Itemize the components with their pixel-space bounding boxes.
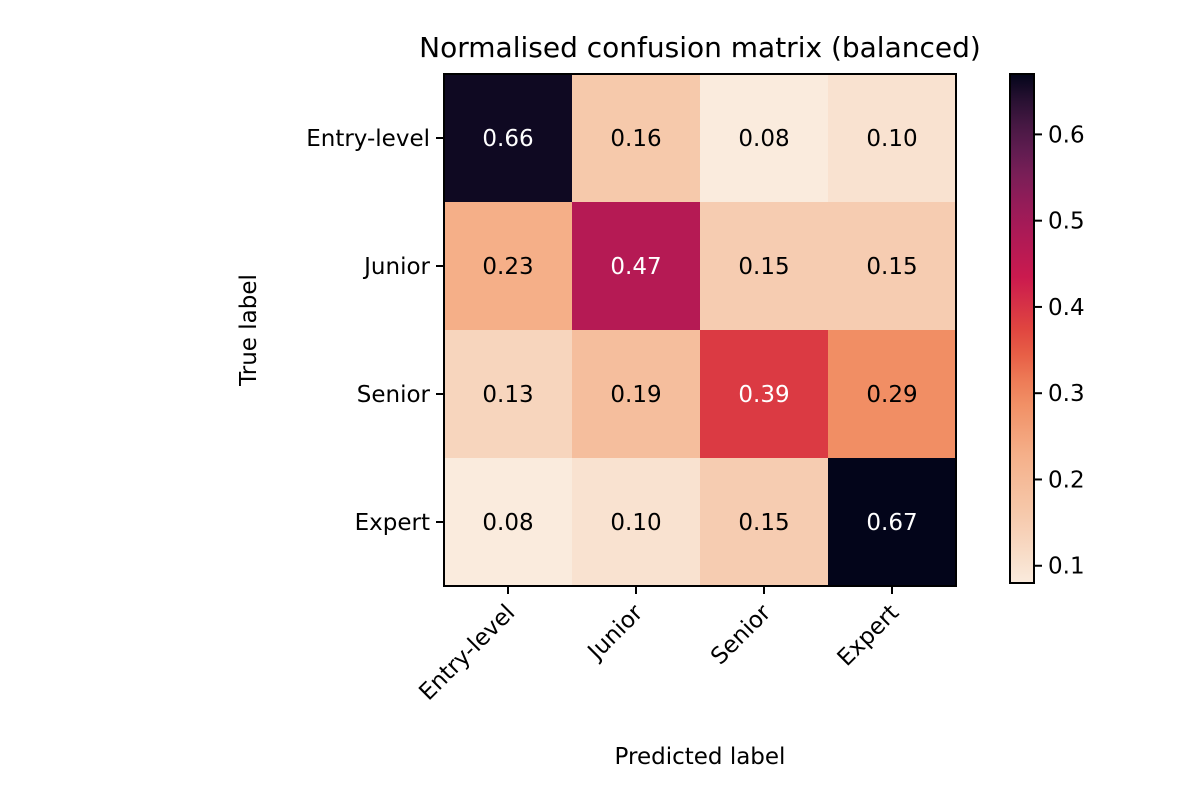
cell-value-label: 0.67 [866, 510, 917, 536]
colorbar-tick-label: 0.3 [1048, 381, 1085, 407]
y-tick-label: Entry-level [306, 126, 430, 152]
heatmap-cell [700, 74, 829, 203]
cell-value-label: 0.10 [610, 510, 661, 536]
cell-value-label: 0.39 [738, 382, 789, 408]
colorbar-tick-label: 0.2 [1048, 467, 1085, 493]
x-tick-label: Expert [833, 600, 905, 672]
heatmap-cell [572, 74, 701, 203]
chart-title: Normalised confusion matrix (balanced) [419, 31, 981, 64]
heatmap-cell [828, 330, 957, 459]
cell-value-label: 0.16 [610, 126, 661, 152]
heatmap-cell [572, 202, 701, 331]
heatmap-cells: 0.66 0.16 0.08 0.10 0.23 0.47 0.15 0.15 0.13 0.19… [444, 74, 957, 587]
heatmap-cell [828, 74, 957, 203]
colorbar: 0.1 0.2 0.3 0.4 0.5 0.6 [1009, 73, 1085, 584]
colorbar-gradient [1009, 73, 1035, 584]
cell-value-label: 0.15 [738, 254, 789, 280]
heatmap-cell [700, 330, 829, 459]
cell-value-label: 0.29 [866, 382, 917, 408]
cell-value-label: 0.08 [738, 126, 789, 152]
colorbar-tick-label: 0.4 [1048, 295, 1085, 321]
x-axis-label: Predicted label [615, 744, 786, 770]
cell-value-label: 0.15 [738, 510, 789, 536]
cell-value-label: 0.47 [610, 254, 661, 280]
y-tick-label: Senior [357, 382, 431, 408]
cell-value-label: 0.10 [866, 126, 917, 152]
cell-value-label: 0.15 [866, 254, 917, 280]
heatmap-cell [444, 330, 573, 459]
y-axis-ticks: Entry-level Junior Senior Expert [306, 126, 444, 536]
heatmap-cell [572, 458, 701, 587]
x-tick-label: Junior [582, 599, 649, 666]
heatmap-cell [444, 74, 573, 203]
colorbar-ticks: 0.1 0.2 0.3 0.4 0.5 0.6 [1034, 122, 1085, 580]
y-axis-label: True label [236, 274, 262, 387]
colorbar-tick-label: 0.6 [1048, 122, 1085, 148]
y-tick-label: Junior [362, 254, 430, 280]
x-axis-ticks: Entry-level Junior Senior Expert [414, 586, 904, 706]
heatmap-cell [572, 330, 701, 459]
cell-value-label: 0.23 [482, 254, 533, 280]
y-tick-label: Expert [355, 510, 430, 536]
cell-value-label: 0.66 [482, 126, 533, 152]
cell-value-label: 0.08 [482, 510, 533, 536]
heatmap-cell [444, 202, 573, 331]
heatmap-cell [700, 202, 829, 331]
x-tick-label: Senior [706, 599, 777, 670]
heatmap-cell [828, 458, 957, 587]
x-tick-label: Entry-level [414, 600, 520, 706]
cell-value-label: 0.19 [610, 382, 661, 408]
plot-frame [443, 73, 957, 587]
colorbar-tick-label: 0.1 [1048, 554, 1085, 580]
heatmap-cell [828, 202, 957, 331]
heatmap-cell [700, 458, 829, 587]
heatmap-cell [444, 458, 573, 587]
cell-value-label: 0.13 [482, 382, 533, 408]
colorbar-tick-label: 0.5 [1048, 209, 1085, 235]
